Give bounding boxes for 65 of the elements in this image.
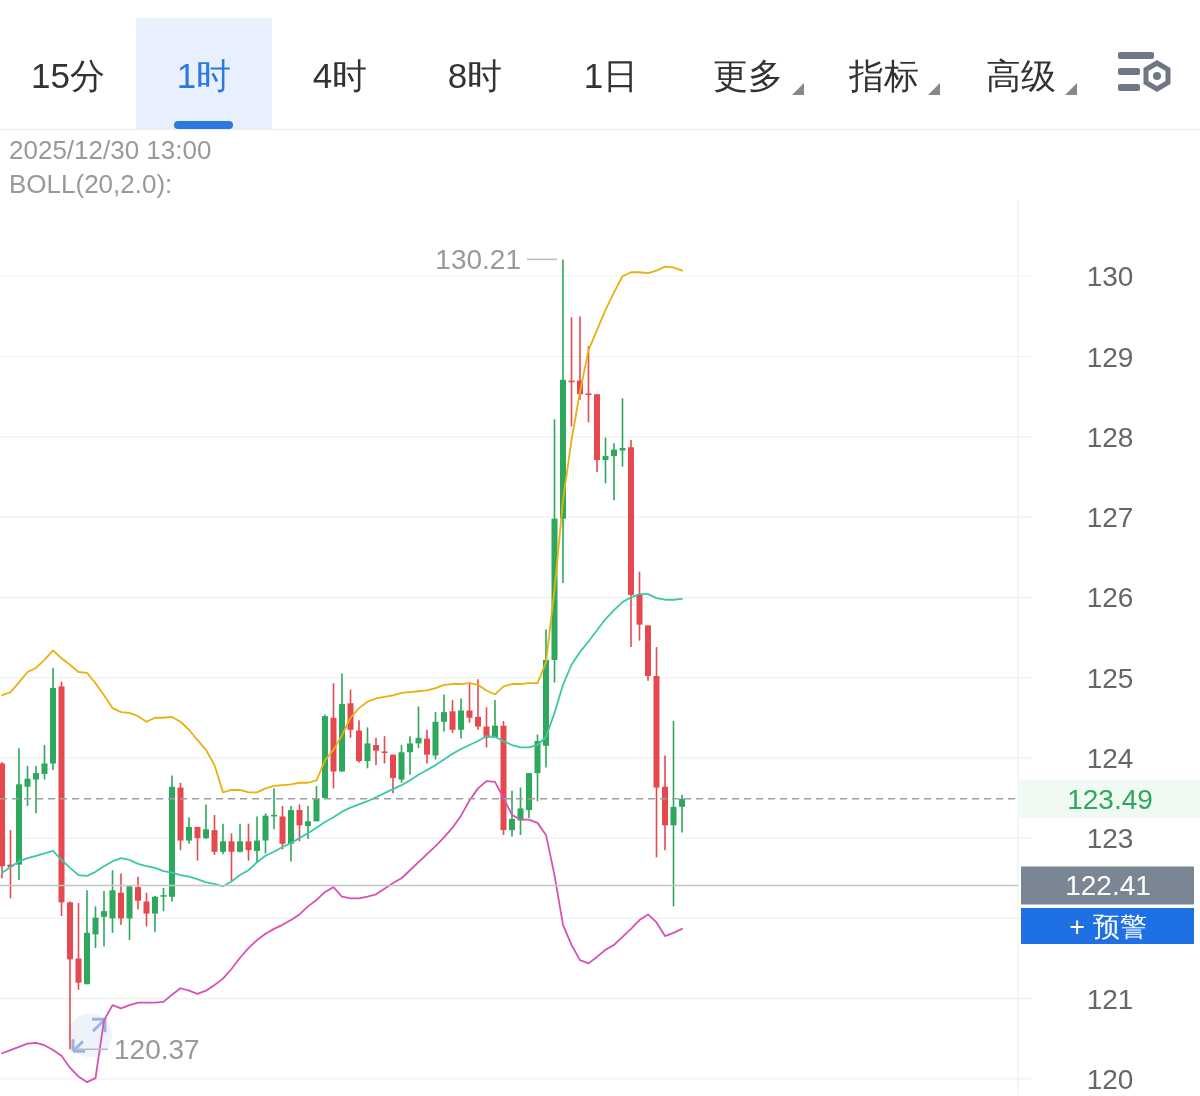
candlestick [296,803,303,843]
text: 高级 [986,56,1056,95]
candlestick [92,905,99,949]
text: 8时 [447,56,503,95]
candlestick [220,822,226,855]
candlestick [364,726,371,770]
candlestick [458,697,464,740]
line-series [1,780,683,1084]
y-tick-label: 126 [1086,582,1134,614]
ref-line-label: 122.41 [1065,870,1151,902]
candlestick [424,728,430,765]
candlestick [101,890,107,948]
candlestick [611,442,617,502]
candlestick [228,832,235,883]
candlestick [602,436,609,485]
candlestick [24,765,31,807]
candlestick [41,744,48,781]
candlestick [135,875,141,911]
y-tick-label: 120 [1086,1063,1134,1095]
y-tick-label: 125 [1086,662,1134,694]
candlestick [585,345,592,424]
candlestick [186,816,192,845]
text: 1时 [176,56,232,95]
candlestick [381,735,388,765]
candlestick [194,826,201,862]
candlestick [390,753,396,794]
candlestick [509,789,515,838]
candlestick [441,693,447,733]
y-tick-label: 130 [1086,261,1134,293]
annotation: 130.21 [435,244,521,276]
candlestick [313,785,320,823]
ref-line-label: 123.49 [1067,783,1153,815]
text: + 预警 [1069,912,1147,942]
candlestick [160,887,167,912]
candlestick [211,814,218,856]
y-tick-label: 128 [1086,421,1134,453]
candlestick [254,815,260,864]
text: BOLL(20,2.0): [9,169,173,199]
y-tick-label: 129 [1086,341,1134,373]
candlestick [152,895,158,933]
candlestick [305,805,311,840]
text: 2025/12/30 13:00 [9,135,212,165]
line-series [1,593,683,888]
candlestick [466,681,473,724]
candlestick [679,793,685,834]
y-tick-label: 124 [1086,742,1134,774]
candlestick [143,891,150,928]
y-tick-label: 127 [1086,502,1134,534]
candlestick [407,735,413,776]
candlestick [203,803,209,840]
text: 15分 [31,56,105,95]
candlestick [475,678,481,731]
text: 4时 [312,56,368,95]
y-tick-label: 123 [1086,823,1134,855]
annotation: 120.37 [114,1034,200,1066]
candlestick [33,765,39,815]
text: 更多 [713,56,783,95]
candlestick [245,822,252,862]
candlestick [237,822,243,854]
text: 1日 [583,56,639,95]
candlestick [670,720,677,908]
candlestick [449,699,456,734]
text: 指标 [848,56,919,95]
candlestick [373,737,379,766]
y-tick-label: 121 [1086,983,1134,1015]
